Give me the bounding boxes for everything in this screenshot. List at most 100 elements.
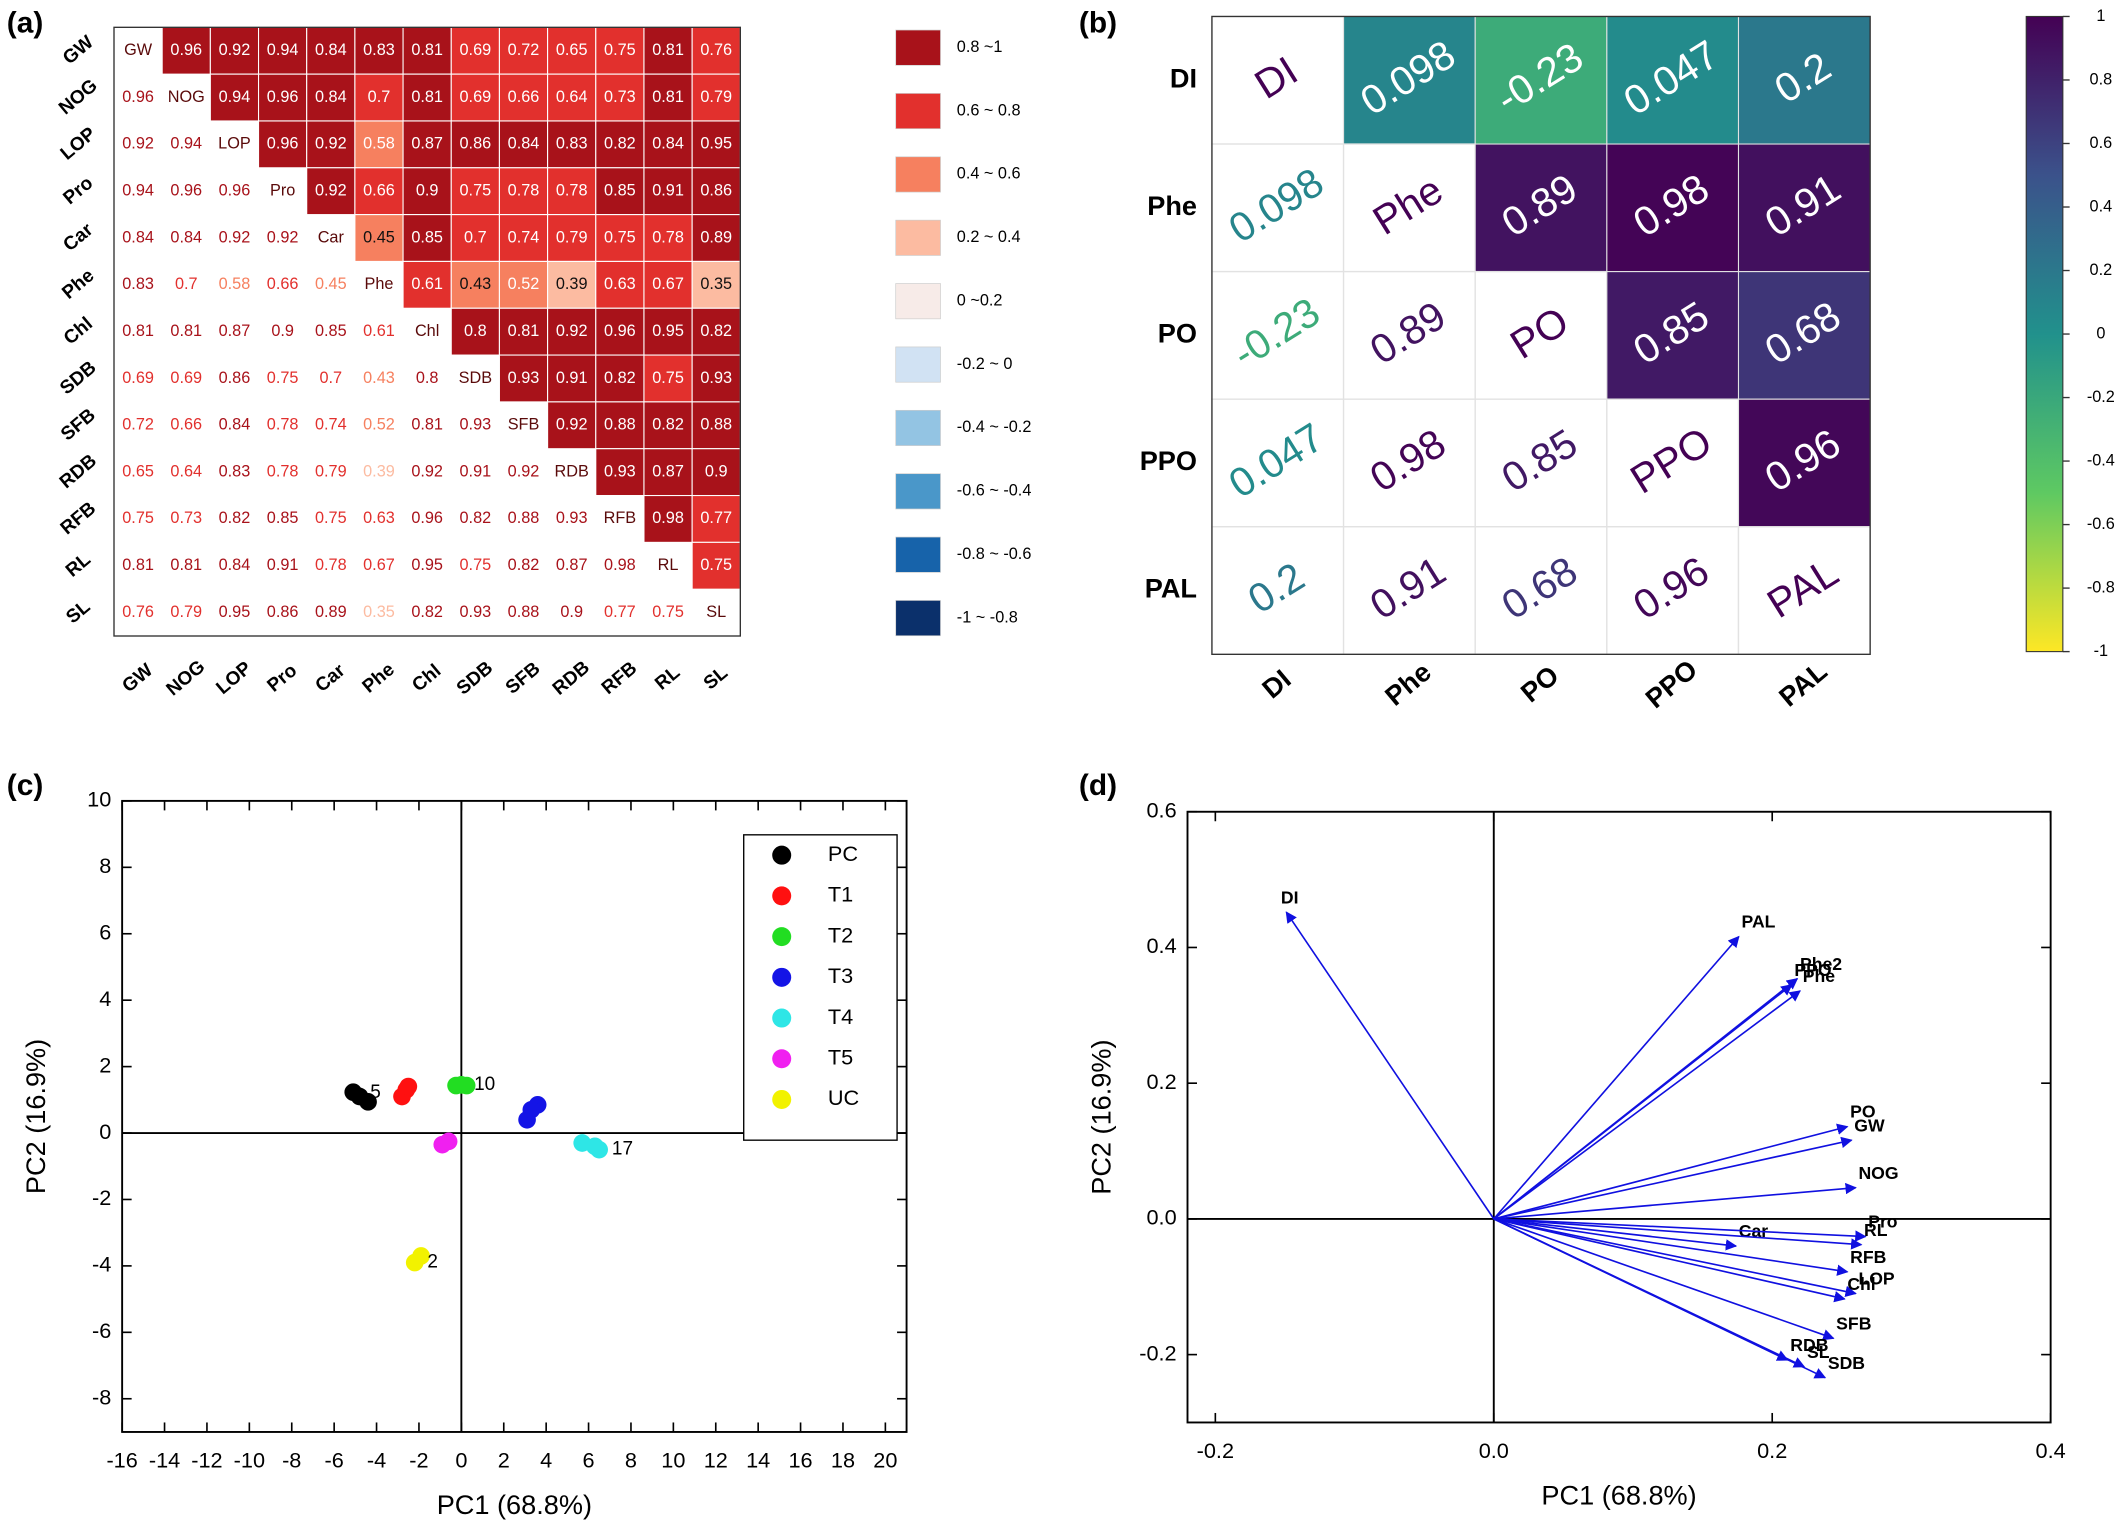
vector-label: GW xyxy=(1854,1115,1885,1135)
cell xyxy=(258,589,307,636)
cell xyxy=(691,167,741,216)
cell-value: 0.88 xyxy=(604,416,636,434)
cell xyxy=(498,260,549,309)
y-tick-label: 6 xyxy=(99,919,111,944)
cell-value: 0.81 xyxy=(122,556,154,574)
loading-vector xyxy=(1493,935,1740,1220)
diagonal-cell xyxy=(692,589,741,636)
cell-value: 0.7 xyxy=(319,369,342,387)
cell xyxy=(162,495,211,543)
diagonal-cell xyxy=(354,261,404,309)
cell-value: 0.72 xyxy=(508,41,540,59)
cell-value: 0.82 xyxy=(700,322,732,340)
cell-value: 0.93 xyxy=(556,509,588,527)
y-tick-label: 0 xyxy=(99,1119,111,1144)
cell-value: 0.76 xyxy=(700,41,732,59)
cell xyxy=(114,308,163,356)
cell-value: 0.87 xyxy=(219,322,251,340)
cell xyxy=(354,542,404,590)
cell-value: 0.88 xyxy=(700,416,732,434)
cell-value: 0.92 xyxy=(556,416,588,434)
y-tick-label: 0.0 xyxy=(1146,1205,1176,1230)
y-axis-label: PC2 (16.9%) xyxy=(1086,1039,1117,1194)
cell xyxy=(257,26,308,75)
diagonal-cell xyxy=(114,27,163,75)
legend-marker xyxy=(772,886,792,906)
column-label: DI xyxy=(1256,663,1297,704)
diagonal-cell xyxy=(1606,398,1740,528)
y-tick-label: 8 xyxy=(99,853,111,878)
cell-value: 0.69 xyxy=(170,369,202,387)
cell-value: 0.67 xyxy=(363,556,395,574)
colorbar-tick-label: 0.8 xyxy=(2090,70,2113,88)
cell-value: 0.81 xyxy=(411,41,443,59)
x-tick-label: 6 xyxy=(583,1448,595,1473)
cell xyxy=(306,167,356,216)
cell xyxy=(403,589,452,636)
cell-value: 0.78 xyxy=(652,228,684,246)
legend-swatch xyxy=(895,409,941,446)
cell xyxy=(306,448,355,496)
column-label: Car xyxy=(312,660,350,697)
cell-value: 0.76 xyxy=(122,603,154,621)
legend-label: UC xyxy=(828,1085,859,1110)
vector-label: DI xyxy=(1281,887,1299,907)
cell xyxy=(258,261,307,309)
cell xyxy=(643,214,693,262)
cell-value: 0.52 xyxy=(363,416,395,434)
x-tick-label: -4 xyxy=(367,1448,386,1473)
cell-value: 0.65 xyxy=(556,41,588,59)
cell xyxy=(547,542,596,590)
cell-value: 0.43 xyxy=(460,275,492,293)
cell-value: 0.81 xyxy=(652,88,684,106)
cell xyxy=(114,261,163,309)
cell xyxy=(210,308,259,356)
cell xyxy=(1342,526,1476,655)
row-label: NOG xyxy=(55,75,102,119)
cell-value: 0.96 xyxy=(411,509,443,527)
cell-value: 0.92 xyxy=(267,228,299,246)
cell xyxy=(114,589,163,636)
cell-value: 0.84 xyxy=(315,88,347,106)
cell-value: 0.92 xyxy=(315,181,347,199)
cell-value: 0.83 xyxy=(556,135,588,153)
cell-value: 0.74 xyxy=(508,228,540,246)
cell-value: 0.87 xyxy=(652,462,684,480)
x-tick-label: 18 xyxy=(831,1448,855,1473)
cell xyxy=(498,214,549,262)
cell-value: 0.95 xyxy=(700,135,732,153)
diagonal-cell xyxy=(1474,270,1608,400)
cell-value: 0.83 xyxy=(363,41,395,59)
diagonal-cell xyxy=(451,355,500,402)
colorbar-tick-label: -1 xyxy=(2094,642,2108,660)
legend-swatch xyxy=(895,346,941,383)
legend-swatch xyxy=(895,473,941,510)
cell-value: 0.79 xyxy=(700,88,732,106)
cell-value: 0.69 xyxy=(122,369,154,387)
cell xyxy=(402,73,452,122)
point-annotation: 10 xyxy=(474,1074,495,1095)
diagonal-cell xyxy=(1737,526,1871,655)
colorbar-tick-label: 0.6 xyxy=(2090,134,2113,152)
row-label: RFB xyxy=(57,498,100,539)
cell xyxy=(402,214,452,262)
y-tick-label: 0.2 xyxy=(1146,1069,1176,1094)
cell-value: 0.78 xyxy=(267,462,299,480)
point-annotation: 5 xyxy=(370,1082,381,1103)
cell-value: 0.93 xyxy=(460,603,492,621)
cell-value: 0.75 xyxy=(122,509,154,527)
cell xyxy=(114,495,163,543)
cell xyxy=(162,167,211,215)
x-tick-label: -2 xyxy=(409,1448,428,1473)
cell-value: 0.66 xyxy=(170,416,202,434)
cell xyxy=(1606,526,1740,655)
cell xyxy=(210,261,259,309)
cell xyxy=(354,589,404,636)
cell xyxy=(498,167,549,216)
cell xyxy=(354,448,404,496)
cell xyxy=(595,448,645,497)
legend-swatch xyxy=(895,536,941,573)
legend-label: -0.4 ~ -0.2 xyxy=(957,418,1032,436)
cell-value: 0.79 xyxy=(315,462,347,480)
cell xyxy=(1737,143,1871,273)
